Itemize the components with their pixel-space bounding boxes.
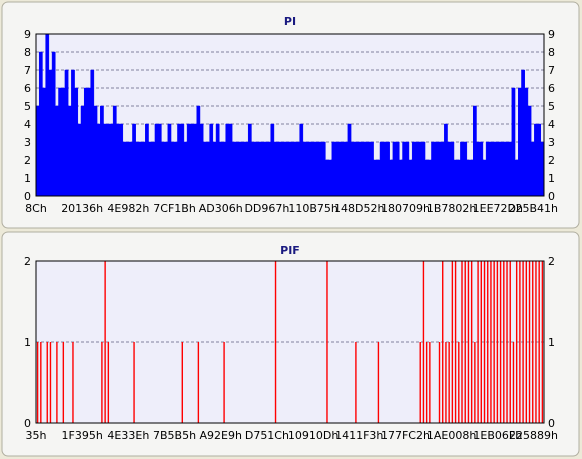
pif-panel: PIF 0 1 2 0 1 2 35h 1F395h 4E33Eh 7B5B5h A92E9h D… xyxy=(1,231,580,457)
x-tick-label: 4E33Eh xyxy=(107,429,149,442)
x-tick-label: 4E982h xyxy=(107,202,149,215)
pif-x-axis: 35h 1F395h 4E33Eh 7B5B5h A92E9h D751Ch10910Dh… xyxy=(26,429,559,442)
x-tick-label: 1AE008h xyxy=(427,429,476,442)
y-tick-label-right: 0 xyxy=(548,417,555,430)
x-tick-label: 7CF1Bh xyxy=(153,202,196,215)
y-tick-label-right: 2 xyxy=(548,154,555,167)
x-tick-label: 180709h xyxy=(381,202,430,215)
pif-y-axis-right: 0 1 2 xyxy=(548,255,555,430)
y-tick-label-right: 4 xyxy=(548,118,555,131)
y-tick-label-left: 6 xyxy=(24,82,31,95)
y-tick-label-left: 2 xyxy=(24,154,31,167)
y-tick-label-right: 9 xyxy=(548,28,555,41)
y-tick-label-left: 5 xyxy=(24,100,31,113)
pi-x-axis: 8Ch 20136h 4E982h 7CF1Bh AD306h DD967h110B75h… xyxy=(25,202,558,215)
x-tick-label: 1EB06Fh xyxy=(473,429,522,442)
y-tick-label-right: 3 xyxy=(548,136,555,149)
x-tick-label: 10910Dh xyxy=(288,429,338,442)
y-tick-label-left: 4 xyxy=(24,118,31,131)
y-tick-label-left: 9 xyxy=(24,28,31,41)
x-tick-label: 148D52h xyxy=(334,202,384,215)
y-tick-label-left: 0 xyxy=(24,190,31,203)
y-tick-label-right: 2 xyxy=(548,255,555,268)
x-tick-label: 1411F3h xyxy=(335,429,383,442)
y-tick-label-right: 5 xyxy=(548,100,555,113)
y-tick-label-right: 7 xyxy=(548,64,555,77)
pi-y-axis-right: 0 1 2 3 4 5 6 7 8 9 xyxy=(548,28,555,203)
y-tick-label-left: 1 xyxy=(24,336,31,349)
y-tick-label-left: 0 xyxy=(24,417,31,430)
x-tick-label: 1EE72Dh xyxy=(473,202,523,215)
pif-series-bars xyxy=(36,261,544,423)
x-tick-label: 1B7802h xyxy=(427,202,477,215)
y-tick-label-right: 6 xyxy=(548,82,555,95)
y-tick-label-left: 1 xyxy=(24,172,31,185)
x-tick-label: A92E9h xyxy=(200,429,242,442)
x-tick-label: 35h xyxy=(26,429,47,442)
pi-chart-title: PI xyxy=(284,15,296,28)
x-tick-label: 177FC2h xyxy=(381,429,430,442)
y-tick-label-right: 1 xyxy=(548,336,555,349)
x-tick-label: D751Ch xyxy=(245,429,289,442)
pif-y-axis-left: 0 1 2 xyxy=(24,255,31,430)
x-tick-label: 7B5B5h xyxy=(153,429,196,442)
y-tick-label-left: 2 xyxy=(24,255,31,268)
pi-y-axis-left: 0 1 2 3 4 5 6 7 8 9 xyxy=(24,28,31,203)
x-tick-label: 225889h xyxy=(509,429,558,442)
x-tick-label: 1F395h xyxy=(62,429,103,442)
pif-plot-frame xyxy=(35,260,545,424)
x-tick-label: 8Ch xyxy=(25,202,47,215)
x-tick-label: 20136h xyxy=(61,202,103,215)
pi-series-area xyxy=(35,33,545,197)
pif-chart-title: PIF xyxy=(280,244,300,257)
pi-plot-frame xyxy=(35,33,545,197)
y-tick-label-right: 1 xyxy=(548,172,555,185)
y-tick-label-right: 8 xyxy=(548,46,555,59)
y-tick-label-right: 0 xyxy=(548,190,555,203)
pi-panel: PI 0 1 2 3 4 5 6 7 8 9 0 1 2 3 4 5 6 7 8 9 8Ch 20136h 4E982h… xyxy=(1,1,580,229)
y-tick-label-left: 8 xyxy=(24,46,31,59)
x-tick-label: DD967h xyxy=(244,202,289,215)
x-tick-label: AD306h xyxy=(199,202,243,215)
y-tick-label-left: 3 xyxy=(24,136,31,149)
x-tick-label: 225B41h xyxy=(508,202,558,215)
y-tick-label-left: 7 xyxy=(24,64,31,77)
x-tick-label: 110B75h xyxy=(288,202,338,215)
